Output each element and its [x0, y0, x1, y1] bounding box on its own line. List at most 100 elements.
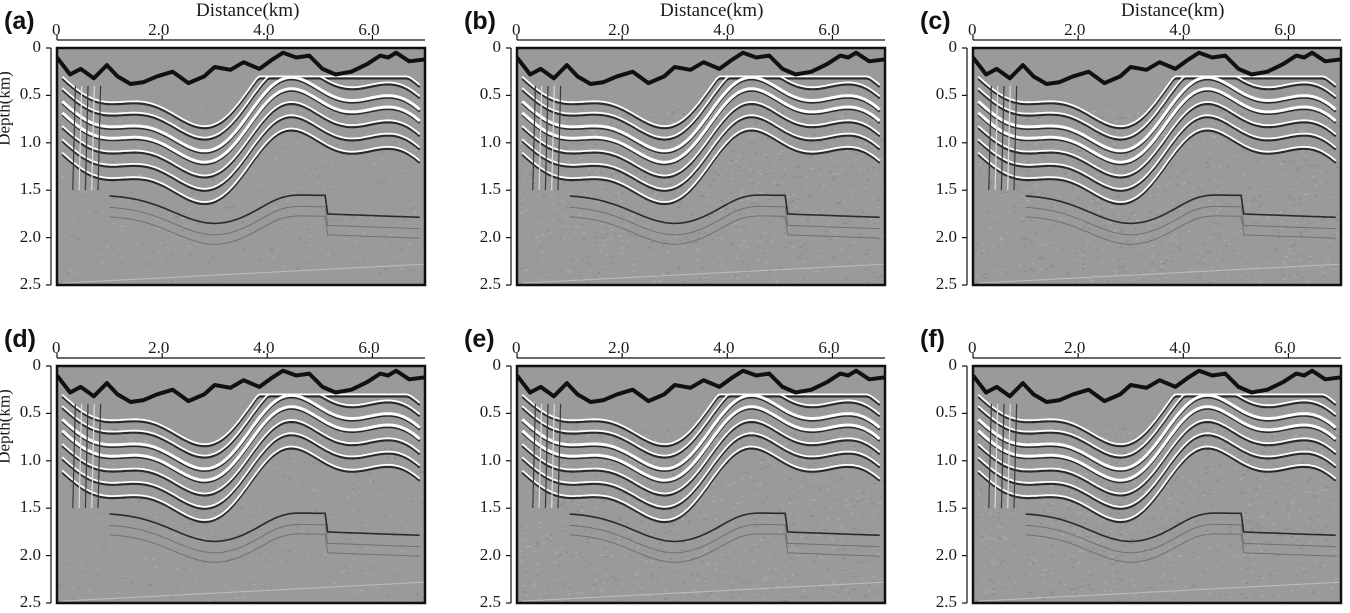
- noise-speck: [351, 492, 355, 494]
- noise-speck: [648, 240, 652, 242]
- noise-speck: [1211, 234, 1215, 236]
- noise-speck: [1110, 568, 1114, 570]
- noise-speck: [517, 432, 521, 434]
- noise-speck: [589, 130, 593, 132]
- noise-speck: [1021, 238, 1025, 240]
- y-tick-label: 0.5: [479, 402, 501, 422]
- noise-speck: [976, 122, 979, 124]
- noise-speck: [228, 558, 232, 561]
- noise-speck: [1279, 486, 1283, 489]
- noise-speck: [1029, 592, 1032, 594]
- noise-speck: [176, 568, 179, 570]
- noise-speck: [758, 482, 762, 484]
- noise-speck: [1096, 455, 1100, 457]
- noise-speck: [792, 513, 796, 516]
- noise-speck: [1081, 254, 1084, 257]
- noise-speck: [1230, 498, 1234, 500]
- noise-speck: [321, 161, 325, 163]
- noise-speck: [241, 597, 245, 599]
- noise-speck: [1242, 151, 1246, 153]
- noise-speck: [783, 600, 787, 602]
- noise-speck: [1144, 171, 1148, 173]
- noise-speck: [776, 184, 779, 187]
- noise-speck: [594, 132, 598, 135]
- noise-speck: [1168, 182, 1172, 184]
- noise-speck: [1023, 270, 1027, 273]
- noise-speck: [408, 243, 412, 246]
- noise-speck: [1078, 162, 1082, 165]
- noise-speck: [795, 166, 799, 168]
- noise-speck: [833, 159, 837, 162]
- noise-speck: [1204, 517, 1208, 519]
- noise-speck: [821, 521, 825, 524]
- noise-speck: [81, 189, 85, 191]
- noise-speck: [605, 254, 609, 256]
- noise-speck: [981, 539, 985, 541]
- noise-speck: [1125, 533, 1129, 536]
- noise-speck: [171, 596, 175, 598]
- noise-speck: [521, 191, 525, 193]
- noise-speck: [694, 429, 698, 432]
- noise-speck: [781, 495, 785, 497]
- noise-speck: [1049, 591, 1053, 594]
- noise-speck: [1193, 254, 1197, 257]
- noise-speck: [1048, 131, 1052, 133]
- noise-speck: [677, 206, 681, 208]
- noise-speck: [1321, 108, 1325, 110]
- noise-speck: [1121, 271, 1125, 273]
- noise-speck: [551, 196, 555, 199]
- fault-streak: [988, 403, 992, 509]
- noise-speck: [868, 122, 872, 124]
- noise-speck: [732, 482, 736, 484]
- noise-speck: [1309, 256, 1312, 258]
- noise-speck: [807, 465, 811, 467]
- noise-speck: [1060, 199, 1064, 202]
- noise-speck: [1176, 539, 1180, 542]
- noise-speck: [1263, 440, 1267, 442]
- noise-speck: [1301, 269, 1305, 271]
- panel-e: (e) 0 2.0 4.0 6.0 0 0.5 1.0 1.5 2.0 2.5: [460, 318, 890, 613]
- noise-speck: [1309, 518, 1312, 520]
- noise-speck: [1255, 494, 1259, 497]
- noise-speck: [1144, 119, 1148, 121]
- noise-speck: [528, 268, 532, 271]
- noise-speck: [764, 173, 768, 175]
- noise-speck: [594, 143, 598, 146]
- reflector-dark: [521, 77, 881, 141]
- noise-speck: [1254, 477, 1258, 480]
- noise-speck: [705, 278, 709, 280]
- noise-speck: [743, 226, 747, 228]
- noise-speck: [519, 550, 523, 552]
- noise-speck: [796, 555, 800, 557]
- noise-speck: [597, 433, 601, 435]
- noise-speck: [819, 557, 823, 559]
- noise-speck: [249, 514, 253, 517]
- noise-speck: [720, 199, 724, 202]
- noise-speck: [1271, 435, 1275, 437]
- fault-streak: [538, 403, 543, 509]
- noise-speck: [1001, 587, 1004, 590]
- noise-speck: [139, 201, 142, 203]
- noise-speck: [881, 138, 885, 140]
- noise-speck: [698, 474, 701, 477]
- y-tick-label: 1.0: [935, 131, 957, 151]
- noise-speck: [1299, 203, 1302, 206]
- noise-speck: [986, 462, 990, 465]
- noise-speck: [1152, 221, 1156, 223]
- noise-speck: [112, 222, 116, 225]
- noise-speck: [577, 275, 581, 277]
- noise-speck: [980, 252, 984, 255]
- noise-speck: [95, 548, 98, 551]
- noise-speck: [413, 211, 417, 213]
- noise-speck: [526, 491, 530, 493]
- noise-speck: [1320, 266, 1324, 268]
- noise-speck: [1005, 499, 1009, 501]
- noise-speck: [1084, 473, 1088, 476]
- noise-speck: [1167, 497, 1171, 500]
- noise-speck: [660, 249, 664, 251]
- noise-speck: [1233, 455, 1237, 457]
- noise-speck: [1124, 486, 1128, 488]
- noise-speck: [1138, 273, 1142, 275]
- noise-speck: [564, 206, 568, 209]
- noise-speck: [973, 205, 977, 207]
